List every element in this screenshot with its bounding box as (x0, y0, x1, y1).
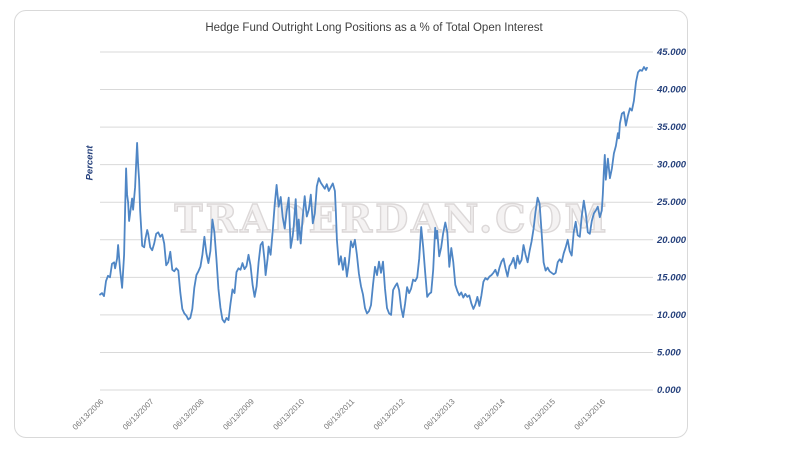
y-axis-tick-label: 15.000 (657, 272, 687, 283)
y-axis-tick-label: 45.000 (656, 47, 687, 58)
chart-title: Hedge Fund Outright Long Positions as a … (205, 22, 543, 34)
y-axis-tick-label: 10.000 (657, 310, 687, 321)
y-axis-tick-label: 5.000 (657, 347, 681, 358)
x-axis-tick-label: 06/13/2014 (472, 397, 507, 432)
x-axis-tick-label: 06/13/2011 (322, 397, 357, 432)
x-axis-tick-label: 06/13/2007 (121, 397, 156, 432)
x-axis-tick-label: 06/13/2013 (422, 397, 457, 432)
y-axis-tick-label: 0.000 (657, 385, 681, 396)
x-axis-tick-label: 06/13/2006 (71, 397, 106, 432)
x-axis-tick-label: 06/13/2008 (171, 397, 206, 432)
x-axis-tick-label: 06/13/2009 (221, 397, 256, 432)
y-axis-tick-label: 30.000 (657, 160, 687, 171)
x-axis-tick-label: 06/13/2012 (372, 397, 407, 432)
series-line (99, 66, 648, 324)
x-axis-tick-label: 06/13/2015 (522, 397, 557, 432)
x-axis-tick-label: 06/13/2010 (271, 397, 306, 432)
x-axis-tick-label: 06/13/2016 (573, 397, 608, 432)
y-axis-tick-label: 20.000 (656, 235, 687, 246)
y-axis-tick-label: 35.000 (657, 122, 687, 133)
y-axis-tick-label: 40.000 (656, 85, 687, 96)
y-axis-tick-label: 25.000 (656, 197, 687, 208)
